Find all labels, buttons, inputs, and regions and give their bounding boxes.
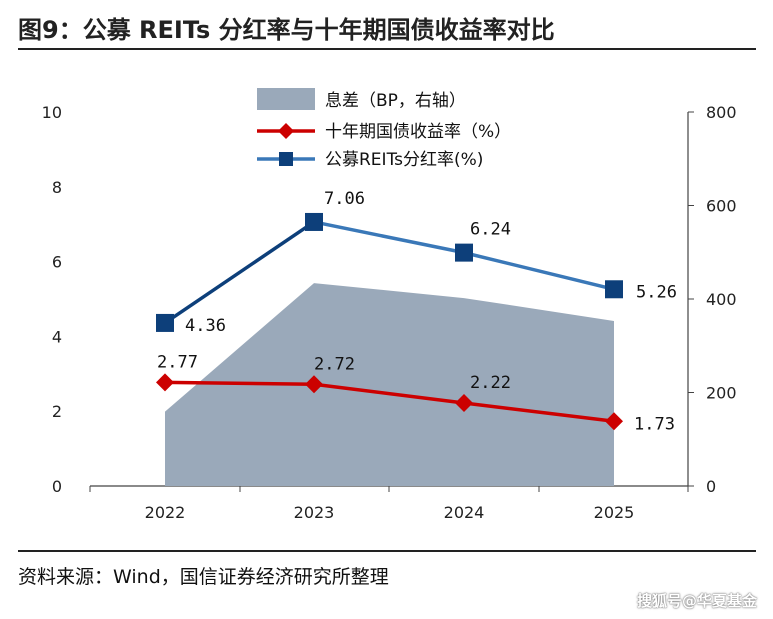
reits-yield-data-label: 4.36 <box>185 316 226 336</box>
bond-yield-data-label: 2.77 <box>157 352 198 372</box>
x-tick-label: 2024 <box>444 503 485 522</box>
bond-yield-data-label: 1.73 <box>634 414 675 434</box>
bond-yield-data-label: 2.72 <box>314 354 355 374</box>
right-y-tick-label: 0 <box>706 477 716 496</box>
axes: 0 2 4 6 8 10 0 200 400 600 800 2022 2023 2024 2025 <box>42 103 737 522</box>
data-labels: 4.36 7.06 6.24 5.26 2.77 2.72 2.22 1.73 <box>157 189 677 434</box>
right-y-tick-label: 400 <box>706 290 737 309</box>
bond-yield-line-segment <box>313 382 465 405</box>
reits-yield-marker <box>455 243 473 262</box>
reits-yield-data-label: 5.26 <box>636 282 677 302</box>
reits-yield-line-segment <box>164 220 315 325</box>
legend-label-reits: 公募REITs分红率(%) <box>325 150 483 170</box>
bond-yield-line-segment <box>463 401 615 424</box>
left-y-tick-label: 6 <box>52 253 62 272</box>
bond-yield-marker <box>156 373 174 392</box>
bond-yield-line-segment <box>164 380 315 387</box>
legend: 息差（BP，右轴） 十年期国债收益率（%） 公募REITs分红率(%) <box>257 88 511 170</box>
legend-swatch-spread <box>257 88 315 110</box>
right-y-tick-label: 200 <box>706 384 737 403</box>
reits-yield-data-label: 7.06 <box>324 189 365 209</box>
right-y-tick-label: 800 <box>706 103 737 122</box>
legend-label-bond: 十年期国债收益率（%） <box>325 122 511 142</box>
reits-yield-marker <box>156 313 174 332</box>
reits-yield-line-segment <box>313 220 465 255</box>
legend-marker-bond <box>278 123 294 139</box>
source-divider <box>18 550 756 552</box>
reits-yield-data-label: 6.24 <box>470 220 511 240</box>
left-y-tick-label: 8 <box>52 178 62 197</box>
left-y-tick-label: 0 <box>52 477 62 496</box>
bond-yield-marker <box>455 393 473 412</box>
bond-yield-marker <box>605 412 623 431</box>
reits-yield-marker <box>305 212 323 231</box>
x-tick-label: 2022 <box>145 503 186 522</box>
x-tick-label: 2023 <box>294 503 335 522</box>
title-divider <box>18 48 756 50</box>
line-series <box>156 212 623 431</box>
spread-area-series <box>165 283 614 486</box>
bond-yield-marker <box>305 375 323 394</box>
chart-title: 图9：公募 REITs 分红率与十年期国债收益率对比 <box>18 16 555 44</box>
spread-area <box>165 283 614 486</box>
reits-yield-line-segment <box>463 250 615 291</box>
right-y-tick-label: 600 <box>706 197 737 216</box>
left-y-tick-label: 2 <box>52 402 62 421</box>
left-y-tick-label: 4 <box>52 327 62 346</box>
source-note: 资料来源：Wind，国信证券经济研究所整理 <box>18 566 389 588</box>
reits-yield-marker <box>605 280 623 299</box>
watermark: 搜狐号@华夏基金 <box>636 592 757 610</box>
left-y-tick-label: 10 <box>42 103 62 122</box>
bond-yield-data-label: 2.22 <box>470 373 511 393</box>
legend-marker-reits <box>279 152 293 166</box>
legend-label-spread: 息差（BP，右轴） <box>325 91 466 111</box>
x-tick-label: 2025 <box>594 503 635 522</box>
